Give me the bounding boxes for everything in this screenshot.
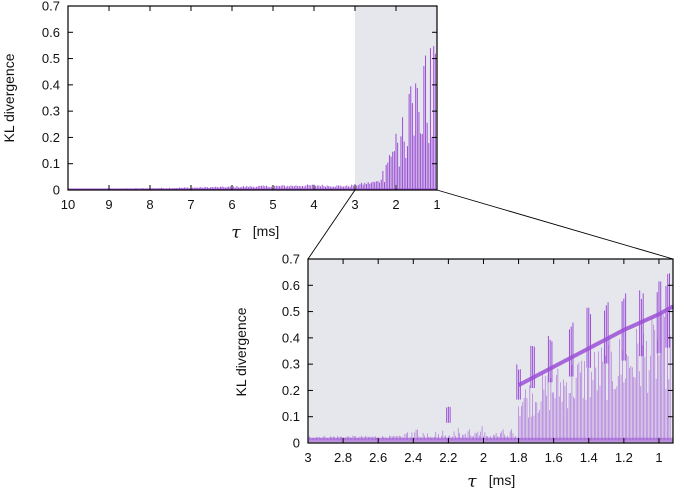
y-tick-label: 0 [293, 436, 300, 451]
x-tick-label: 9 [105, 197, 112, 212]
main-x-ticks: 10 9 8 7 6 5 4 3 2 1 [61, 6, 441, 212]
y-tick-label: 0.2 [42, 130, 60, 145]
inset-x-ticks: 3 2.8 2.6 2.4 2.2 2 1.8 1.6 1.4 1.2 1 [304, 259, 663, 465]
x-tick-label: 2 [480, 450, 487, 465]
x-tick-label: 8 [146, 197, 153, 212]
y-tick-label: 0.1 [282, 409, 300, 424]
y-tick-label: 0.5 [282, 304, 300, 319]
x-tick-label: 2.8 [334, 450, 352, 465]
x-tick-label: 10 [61, 197, 75, 212]
inset-frame [307, 258, 674, 444]
main-chart: 0 0.1 0.2 0.3 0.4 0.5 0.6 0.7 10 9 8 7 6 5 4 3 2 1 KL di… [1, 0, 441, 243]
inset-y-ticks: 0 0.1 0.2 0.3 0.4 0.5 0.6 0.7 [282, 252, 673, 451]
x-tick-label: 2.2 [439, 450, 457, 465]
inset-background [308, 259, 673, 443]
x-tick-label: 4 [310, 197, 317, 212]
inset-x-axis-unit: [ms] [489, 472, 515, 488]
main-x-axis-unit: [ms] [253, 223, 279, 239]
x-tick-label: 1.4 [580, 450, 598, 465]
zoom-connector-left [307, 189, 356, 260]
main-y-ticks: 0 0.1 0.2 0.3 0.4 0.5 0.6 0.7 [42, 0, 437, 198]
x-tick-label: 1.2 [615, 450, 633, 465]
main-frame [67, 5, 438, 191]
y-tick-label: 0 [53, 183, 60, 198]
x-tick-label: 6 [228, 197, 235, 212]
y-tick-label: 0.7 [42, 0, 60, 14]
main-data-points [67, 46, 438, 190]
y-tick-label: 0.6 [282, 278, 300, 293]
inset-y-axis-title: KL divergence [233, 307, 249, 396]
y-tick-label: 0.5 [42, 51, 60, 66]
main-x-axis-symbol: τ [231, 223, 241, 243]
zoom-connector-right [436, 189, 674, 260]
y-tick-label: 0.4 [42, 77, 60, 92]
x-tick-label: 2.4 [404, 450, 422, 465]
y-tick-label: 0.7 [282, 252, 300, 267]
x-tick-label: 2 [392, 197, 399, 212]
inset-x-axis-symbol: τ [467, 472, 477, 492]
x-tick-label: 2.6 [369, 450, 387, 465]
y-tick-label: 0.3 [42, 104, 60, 119]
y-tick-label: 0.6 [42, 25, 60, 40]
y-tick-label: 0.2 [282, 383, 300, 398]
y-tick-label: 0.1 [42, 156, 60, 171]
x-tick-label: 7 [187, 197, 194, 212]
x-tick-label: 1 [433, 197, 440, 212]
inset-chart: 0 0.1 0.2 0.3 0.4 0.5 0.6 0.7 3 2.8 2.6 2.4 2.2 2 1.8… [233, 252, 674, 492]
x-tick-label: 3 [351, 197, 358, 212]
x-tick-label: 5 [269, 197, 276, 212]
x-tick-label: 1.6 [545, 450, 563, 465]
x-tick-label: 1 [655, 450, 662, 465]
y-tick-label: 0.3 [282, 357, 300, 372]
x-tick-label: 1.8 [510, 450, 528, 465]
y-tick-label: 0.4 [282, 330, 300, 345]
main-y-axis-title: KL divergence [1, 53, 17, 142]
x-tick-label: 3 [304, 450, 311, 465]
